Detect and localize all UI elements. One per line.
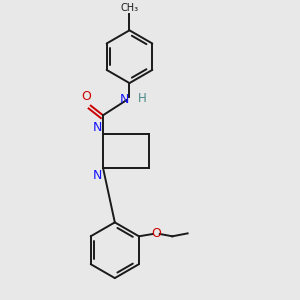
- Text: N: N: [92, 169, 102, 182]
- Text: H: H: [138, 92, 146, 105]
- Text: O: O: [152, 227, 161, 240]
- Text: N: N: [92, 121, 102, 134]
- Text: CH₃: CH₃: [120, 3, 139, 13]
- Text: N: N: [119, 93, 129, 106]
- Text: O: O: [82, 90, 92, 103]
